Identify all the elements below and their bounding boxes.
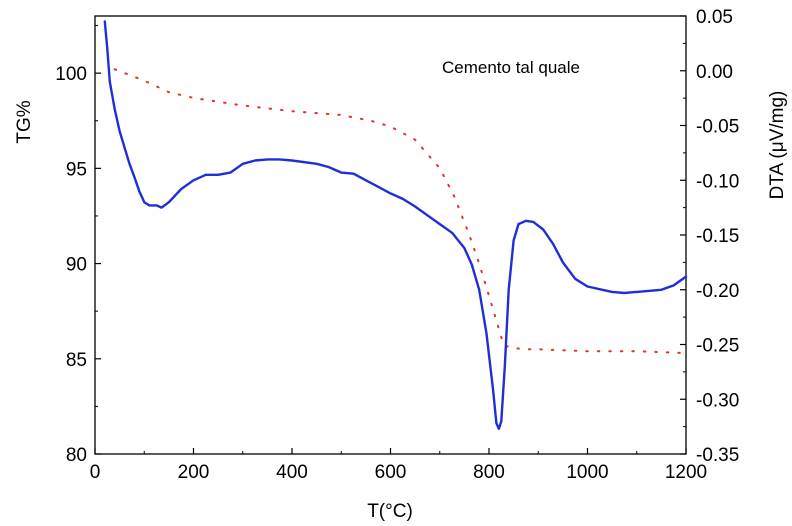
y-right-tick-label: -0.30 <box>696 390 739 411</box>
y-left-tick-label: 100 <box>55 64 87 85</box>
y-right-tick-label: -0.10 <box>696 171 739 192</box>
x-tick-label: 1000 <box>566 462 608 483</box>
y-left-tick-label: 85 <box>66 350 87 371</box>
series-layer <box>103 20 688 430</box>
y-right-tick-label: 0.05 <box>696 7 733 28</box>
plot-frame <box>94 15 687 455</box>
x-tick-label: 800 <box>473 462 505 483</box>
dta-series-line <box>103 20 688 430</box>
y-right-tick-label: -0.25 <box>696 336 739 357</box>
y-left-tick-label: 80 <box>66 445 87 466</box>
x-tick-label: 1200 <box>665 462 707 483</box>
plot-border <box>94 15 687 455</box>
x-axis-label: T(°C) <box>367 501 413 522</box>
y-left-tick-label: 90 <box>66 255 87 276</box>
y-right-tick-label: 0.00 <box>696 62 733 83</box>
tg-series-line <box>113 68 687 355</box>
x-tick-label: 0 <box>90 462 101 483</box>
x-tick-label: 200 <box>178 462 210 483</box>
x-tick-label: 600 <box>375 462 407 483</box>
y-right-axis-label: DTA (μV/mg) <box>767 91 788 200</box>
y-right-tick-label: -0.15 <box>696 226 739 247</box>
x-tick-label: 400 <box>276 462 308 483</box>
y-right-tick-label: -0.05 <box>696 117 739 138</box>
ticks-layer: 0 200 400 600 800 1000 1200 80 85 90 95 100 -0.35 -0.… <box>55 7 739 483</box>
y-right-tick-label: -0.20 <box>696 281 739 302</box>
y-left-tick-label: 95 <box>66 159 87 180</box>
chart-annotation: Cemento tal quale <box>442 58 580 77</box>
y-left-axis-label: TG% <box>14 100 35 143</box>
y-right-tick-label: -0.35 <box>696 445 739 466</box>
